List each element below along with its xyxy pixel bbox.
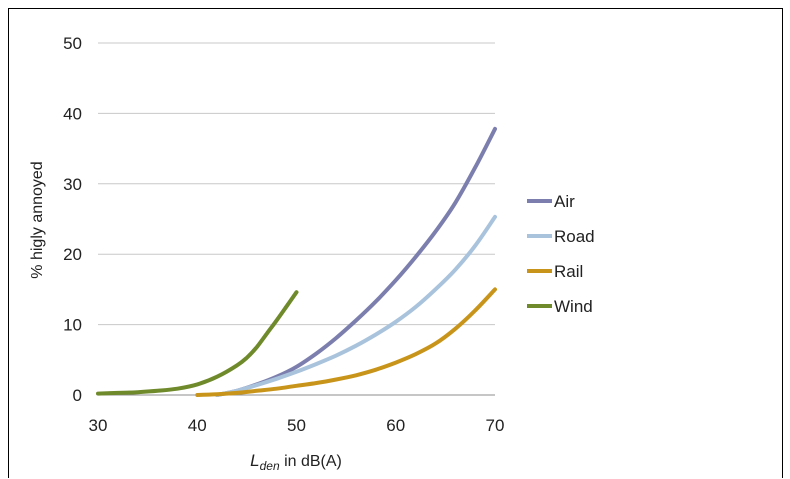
chart-frame <box>8 8 783 478</box>
series-line-rail <box>195 287 497 397</box>
series-lines <box>96 126 497 397</box>
legend-label-road: Road <box>554 227 595 246</box>
series-line-wind <box>96 290 299 396</box>
y-axis-ticks: 0 10 20 30 40 50 <box>63 34 82 405</box>
x-tick-label: 50 <box>287 416 306 435</box>
x-axis-title-subscript: den <box>260 459 280 473</box>
y-tick-label: 20 <box>63 245 82 264</box>
y-tick-label: 30 <box>63 175 82 194</box>
legend: Air Road Rail Wind <box>527 192 595 316</box>
x-axis-title-unit: in dB(A) <box>280 453 342 470</box>
y-tick-label: 10 <box>63 316 82 335</box>
x-tick-label: 60 <box>386 416 405 435</box>
y-tick-label: 40 <box>63 104 82 123</box>
legend-label-rail: Rail <box>554 262 583 281</box>
series-line-air <box>215 126 497 397</box>
x-axis-title-symbol: L <box>250 451 259 470</box>
y-axis-title: % higly annoyed <box>29 161 46 278</box>
x-tick-label: 40 <box>188 416 207 435</box>
gridlines <box>98 42 495 326</box>
legend-label-air: Air <box>554 192 575 211</box>
legend-label-wind: Wind <box>554 297 593 316</box>
x-axis-title: Lden in dB(A) <box>250 451 342 473</box>
series-line-road <box>215 214 497 397</box>
x-tick-label: 30 <box>89 416 108 435</box>
y-tick-label: 0 <box>73 386 82 405</box>
x-axis-ticks: 30 40 50 60 70 <box>89 416 505 435</box>
x-tick-label: 70 <box>486 416 505 435</box>
y-tick-label: 50 <box>63 34 82 53</box>
